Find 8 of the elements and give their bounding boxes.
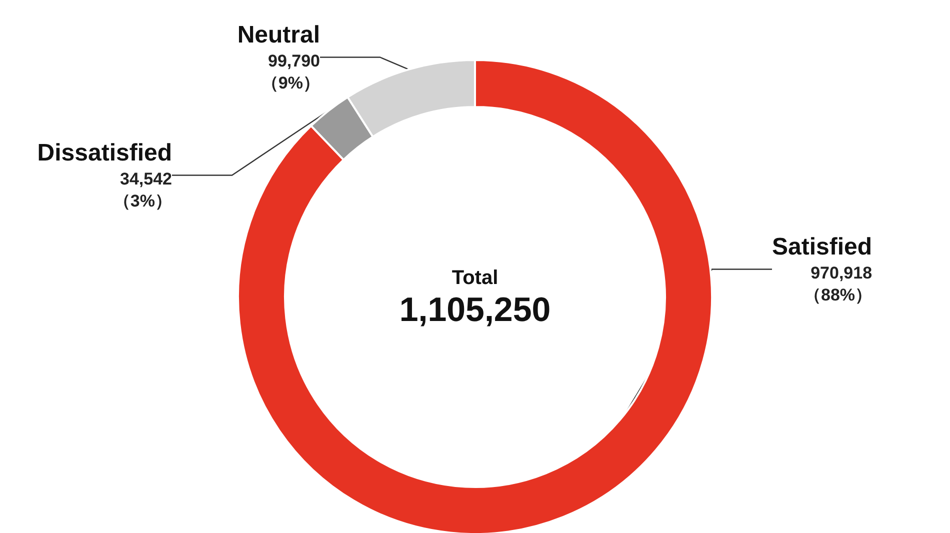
data-label: 970,918 （88%） <box>804 264 872 304</box>
slice-label: Satisfied <box>772 234 872 260</box>
data-label: 99,790 （9%） <box>261 52 320 92</box>
text: 1,105,250 <box>399 291 551 329</box>
data-label: 34,542 （3%） <box>113 170 172 210</box>
text: Total <box>452 267 498 289</box>
slice-label: Dissatisfied <box>37 140 172 166</box>
slice-label: Neutral <box>237 22 320 48</box>
